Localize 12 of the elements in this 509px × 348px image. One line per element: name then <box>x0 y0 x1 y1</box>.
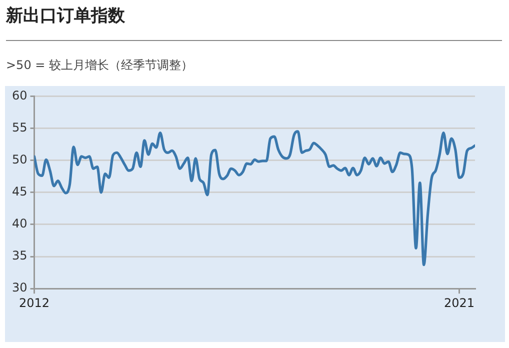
chart-subtitle: >50 = 较上月增长（经季节调整） <box>6 57 194 74</box>
y-tick-label: 45 <box>12 184 28 199</box>
chart-title: 新出口订单指数 <box>6 5 125 27</box>
y-tick-label: 35 <box>12 248 28 263</box>
y-tick-label: 50 <box>12 152 28 166</box>
y-tick-label: 30 <box>12 280 28 295</box>
y-tick-label: 55 <box>12 120 28 134</box>
x-tick-label: 2012 <box>18 296 50 310</box>
y-tick-label: 40 <box>12 216 28 231</box>
x-tick-label: 2021 <box>444 296 475 310</box>
line-series <box>34 130 475 266</box>
y-tick-label: 60 <box>12 88 28 102</box>
